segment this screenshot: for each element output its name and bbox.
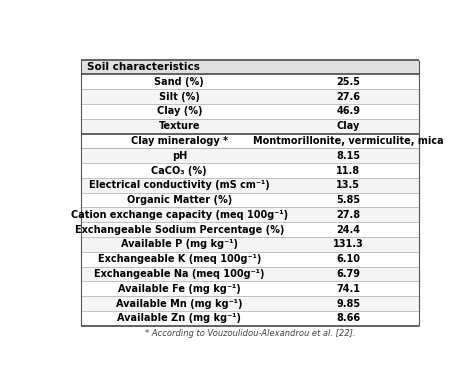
Text: 8.66: 8.66: [336, 313, 360, 323]
Bar: [82, 60, 419, 74]
Text: 25.5: 25.5: [336, 77, 360, 87]
Bar: [82, 208, 419, 222]
Text: Exchangeable Na (meq 100g⁻¹): Exchangeable Na (meq 100g⁻¹): [94, 269, 264, 279]
Text: Texture: Texture: [158, 121, 200, 131]
Text: Silt (%): Silt (%): [159, 91, 200, 102]
Text: 27.6: 27.6: [336, 91, 360, 102]
Text: 24.4: 24.4: [336, 225, 360, 235]
Bar: [82, 178, 419, 193]
Text: 74.1: 74.1: [336, 284, 360, 294]
Bar: [82, 281, 419, 296]
Text: Clay: Clay: [337, 121, 360, 131]
Text: Exchangeable K (meq 100g⁻¹): Exchangeable K (meq 100g⁻¹): [98, 254, 261, 264]
Text: Available P (mg kg⁻¹): Available P (mg kg⁻¹): [121, 239, 238, 249]
Bar: [82, 104, 419, 119]
Bar: [82, 237, 419, 252]
Bar: [82, 296, 419, 311]
Bar: [82, 148, 419, 163]
Text: Clay (%): Clay (%): [156, 107, 202, 117]
Text: Montmorillonite, vermiculite, mica: Montmorillonite, vermiculite, mica: [253, 136, 444, 146]
Bar: [82, 74, 419, 89]
Text: 11.8: 11.8: [336, 166, 360, 176]
Text: Available Fe (mg kg⁻¹): Available Fe (mg kg⁻¹): [118, 284, 241, 294]
Bar: [82, 267, 419, 281]
Text: 46.9: 46.9: [336, 107, 360, 117]
Text: Available Mn (mg kg⁻¹): Available Mn (mg kg⁻¹): [116, 298, 243, 308]
Text: pH: pH: [172, 151, 187, 161]
Text: Exchangeable Sodium Percentage (%): Exchangeable Sodium Percentage (%): [74, 225, 284, 235]
Text: CaCO₃ (%): CaCO₃ (%): [152, 166, 207, 176]
Text: Available Zn (mg kg⁻¹): Available Zn (mg kg⁻¹): [117, 313, 241, 323]
Bar: [82, 119, 419, 134]
Text: Organic Matter (%): Organic Matter (%): [127, 195, 232, 205]
Text: Sand (%): Sand (%): [155, 77, 204, 87]
Text: 6.10: 6.10: [336, 254, 360, 264]
Text: 8.15: 8.15: [336, 151, 360, 161]
Text: 131.3: 131.3: [333, 239, 364, 249]
Text: Clay mineralogy *: Clay mineralogy *: [131, 136, 228, 146]
Bar: [82, 311, 419, 326]
Text: Electrical conductivity (mS cm⁻¹): Electrical conductivity (mS cm⁻¹): [89, 180, 270, 190]
Text: 13.5: 13.5: [336, 180, 360, 190]
Bar: [82, 252, 419, 267]
Text: 27.8: 27.8: [336, 210, 360, 220]
Bar: [82, 89, 419, 104]
Text: 9.85: 9.85: [336, 298, 360, 308]
Bar: [82, 134, 419, 148]
Text: 5.85: 5.85: [336, 195, 360, 205]
Bar: [82, 222, 419, 237]
Text: Soil characteristics: Soil characteristics: [87, 62, 200, 72]
Text: Cation exchange capacity (meq 100g⁻¹): Cation exchange capacity (meq 100g⁻¹): [71, 210, 288, 220]
Bar: [82, 163, 419, 178]
Text: 6.79: 6.79: [336, 269, 360, 279]
Text: * According to Vouzoulidou-Alexandrou et al. [22].: * According to Vouzoulidou-Alexandrou et…: [145, 328, 356, 338]
Bar: [82, 193, 419, 208]
